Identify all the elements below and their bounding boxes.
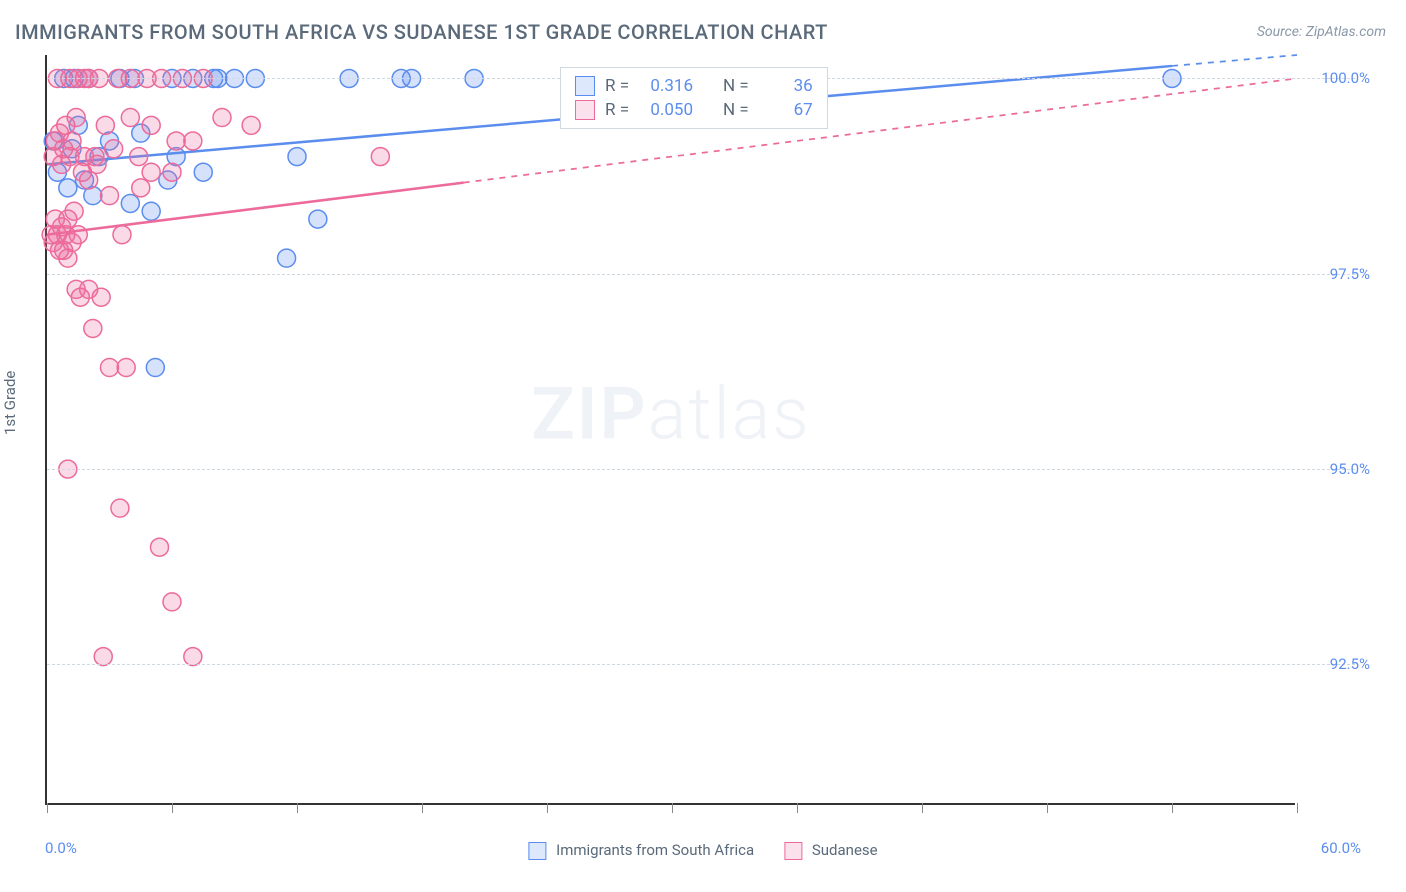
legend-label: Sudanese xyxy=(812,841,878,859)
scatter-point xyxy=(163,163,181,181)
bottom-legend: Immigrants from South Africa Sudanese xyxy=(528,841,877,860)
legend-swatch-icon xyxy=(575,76,595,96)
gridline xyxy=(47,469,1355,470)
scatter-point xyxy=(242,116,260,134)
legend-swatch-icon xyxy=(575,100,595,120)
x-tick xyxy=(1172,803,1173,813)
x-axis-max-label: 60.0% xyxy=(1321,839,1361,857)
scatter-point xyxy=(84,319,102,337)
legend-swatch-icon xyxy=(784,842,802,860)
scatter-point xyxy=(309,210,327,228)
x-tick xyxy=(297,803,298,813)
scatter-point xyxy=(59,179,77,197)
scatter-svg xyxy=(47,55,1295,803)
x-tick xyxy=(672,803,673,813)
x-tick xyxy=(922,803,923,813)
x-tick xyxy=(172,803,173,813)
scatter-point xyxy=(113,226,131,244)
chart-title: IMMIGRANTS FROM SOUTH AFRICA VS SUDANESE… xyxy=(15,20,828,44)
gridline xyxy=(47,664,1355,665)
scatter-point xyxy=(142,163,160,181)
legend-swatch-icon xyxy=(528,842,546,860)
y-tick-label: 92.5% xyxy=(1330,655,1370,673)
scatter-point xyxy=(167,132,185,150)
legend-item-sa: Immigrants from South Africa xyxy=(528,841,754,860)
scatter-point xyxy=(105,140,123,158)
scatter-point xyxy=(194,163,212,181)
scatter-point xyxy=(142,116,160,134)
stat-legend-box: R = 0.316 N = 36 R = 0.050 N = 67 xyxy=(560,67,828,129)
scatter-point xyxy=(69,226,87,244)
scatter-point xyxy=(142,202,160,220)
scatter-point xyxy=(184,132,202,150)
scatter-point xyxy=(67,109,85,127)
x-tick xyxy=(1297,803,1298,813)
scatter-point xyxy=(94,648,112,666)
stat-r-label: R = xyxy=(605,76,629,96)
stat-row: R = 0.316 N = 36 xyxy=(575,74,813,98)
scatter-point xyxy=(121,194,139,212)
x-tick xyxy=(422,803,423,813)
stat-n-value: 36 xyxy=(759,76,813,96)
trend-line-dashed xyxy=(1172,55,1297,66)
y-tick-label: 100.0% xyxy=(1321,69,1370,87)
scatter-point xyxy=(88,155,106,173)
scatter-point xyxy=(151,538,169,556)
source-label: Source: ZipAtlas.com xyxy=(1257,24,1386,40)
scatter-point xyxy=(111,499,129,517)
stat-r-label: R = xyxy=(605,100,629,120)
y-tick-label: 95.0% xyxy=(1330,460,1370,478)
scatter-point xyxy=(184,648,202,666)
x-tick xyxy=(47,803,48,813)
stat-n-label: N = xyxy=(723,76,749,96)
stat-n-value: 67 xyxy=(759,100,813,120)
legend-item-su: Sudanese xyxy=(784,841,877,860)
scatter-point xyxy=(278,249,296,267)
scatter-point xyxy=(63,132,81,150)
scatter-point xyxy=(101,187,119,205)
scatter-point xyxy=(117,359,135,377)
scatter-point xyxy=(65,202,83,220)
scatter-point xyxy=(92,288,110,306)
scatter-point xyxy=(213,109,231,127)
scatter-point xyxy=(146,359,164,377)
legend-label: Immigrants from South Africa xyxy=(556,841,754,859)
scatter-point xyxy=(121,109,139,127)
x-tick xyxy=(547,803,548,813)
x-axis-min-label: 0.0% xyxy=(45,839,77,857)
x-tick xyxy=(1047,803,1048,813)
scatter-point xyxy=(132,179,150,197)
scatter-point xyxy=(371,148,389,166)
scatter-point xyxy=(130,148,148,166)
plot-area: ZIPatlas 92.5%95.0%97.5%100.0% xyxy=(45,55,1295,805)
y-tick-label: 97.5% xyxy=(1330,265,1370,283)
y-axis-label: 1st Grade xyxy=(1,371,19,435)
stat-r-value: 0.316 xyxy=(639,76,693,96)
stat-n-label: N = xyxy=(723,100,749,120)
scatter-point xyxy=(163,593,181,611)
stat-r-value: 0.050 xyxy=(639,100,693,120)
scatter-point xyxy=(96,116,114,134)
x-tick xyxy=(797,803,798,813)
scatter-point xyxy=(101,359,119,377)
scatter-point xyxy=(288,148,306,166)
gridline xyxy=(47,274,1355,275)
stat-row: R = 0.050 N = 67 xyxy=(575,98,813,122)
